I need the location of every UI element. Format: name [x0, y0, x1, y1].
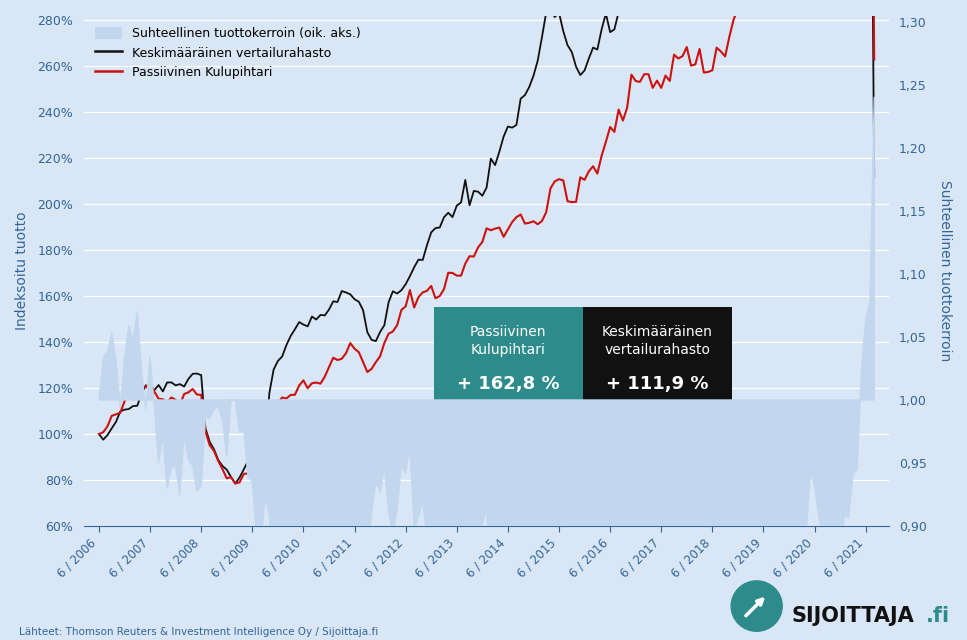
Y-axis label: Suhteellinen tuottokerroin: Suhteellinen tuottokerroin	[938, 180, 952, 362]
Text: + 162,8 %: + 162,8 %	[457, 375, 560, 393]
FancyBboxPatch shape	[434, 307, 583, 406]
Text: .fi: .fi	[925, 606, 950, 626]
Y-axis label: Indeksoitu tuotto: Indeksoitu tuotto	[15, 211, 29, 330]
Text: + 111,9 %: + 111,9 %	[606, 375, 709, 393]
Legend: Suhteellinen tuottokerroin (oik. aks.), Keskimääräinen vertailurahasto, Passiivi: Suhteellinen tuottokerroin (oik. aks.), …	[90, 22, 366, 84]
Text: SIJOITTAJA: SIJOITTAJA	[791, 606, 914, 626]
Text: Passiivinen
Kulupihtari: Passiivinen Kulupihtari	[470, 326, 546, 357]
Text: Keskimääräinen
vertailurahasto: Keskimääräinen vertailurahasto	[601, 326, 713, 357]
Circle shape	[731, 581, 782, 631]
FancyBboxPatch shape	[583, 307, 732, 406]
Text: Lähteet: Thomson Reuters & Investment Intelligence Oy / Sijoittaja.fi: Lähteet: Thomson Reuters & Investment In…	[19, 627, 379, 637]
